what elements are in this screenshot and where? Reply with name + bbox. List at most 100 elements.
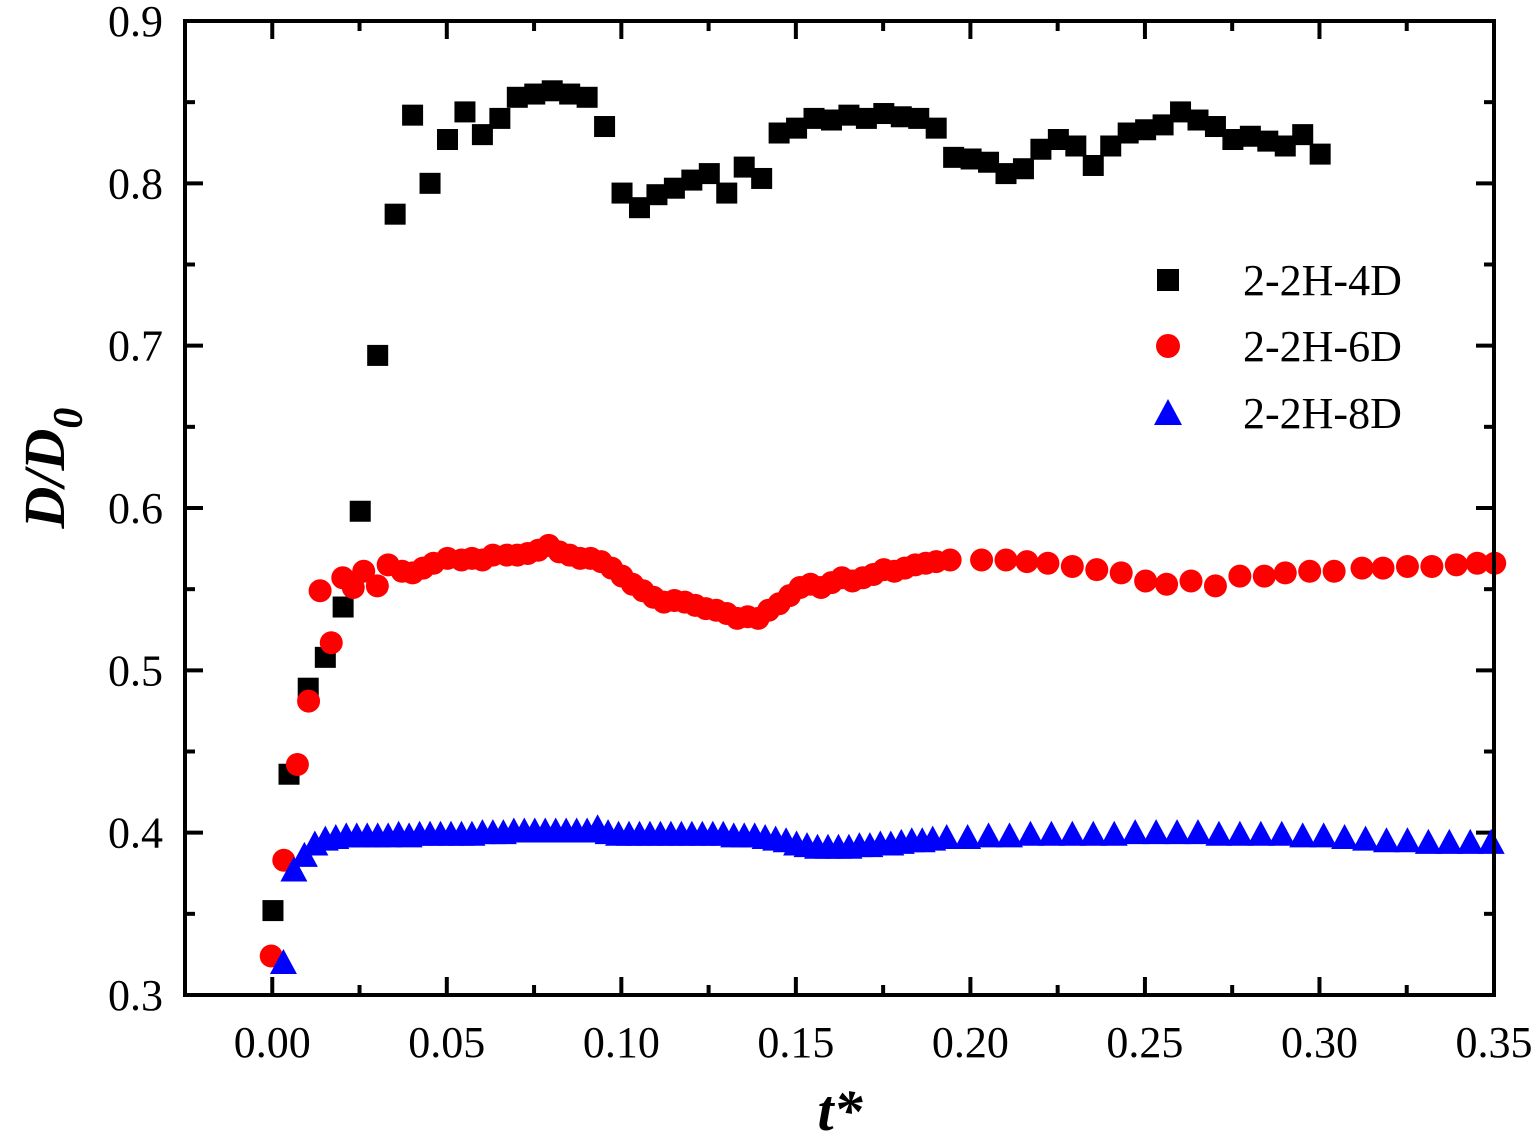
data-point [1203, 574, 1227, 598]
data-point [646, 184, 668, 206]
data-point [1456, 828, 1484, 854]
data-point [349, 500, 371, 522]
data-point [1292, 124, 1314, 146]
data-point [1121, 819, 1149, 845]
data-point [1204, 116, 1226, 138]
data-point [1135, 119, 1157, 141]
data-point [454, 101, 476, 123]
data-point [1222, 129, 1244, 151]
legend-item: 2-2H-6D [1156, 322, 1402, 371]
legend-item: 2-2H-4D [1157, 256, 1402, 305]
data-point [1226, 820, 1254, 846]
data-point [933, 824, 961, 850]
data-point [938, 548, 962, 572]
data-point [1310, 822, 1338, 848]
legend-marker [1157, 269, 1179, 291]
data-point [1109, 561, 1133, 585]
data-point [978, 151, 1000, 173]
data-point [628, 197, 650, 219]
data-point [1268, 820, 1296, 846]
data-point [1239, 125, 1261, 147]
y-tick-label: 0.5 [108, 646, 163, 695]
y-tick-label: 0.6 [108, 484, 163, 533]
data-point [1322, 559, 1346, 583]
data-point [1393, 827, 1421, 853]
data-point [262, 900, 284, 922]
data-point [1372, 827, 1400, 853]
data-point [1228, 564, 1252, 588]
data-point [994, 548, 1018, 572]
data-point [1184, 819, 1212, 845]
data-point [1205, 820, 1233, 846]
data-points [259, 80, 1507, 975]
data-point [352, 559, 376, 583]
y-tick-label: 0.3 [108, 971, 163, 1020]
data-point [873, 103, 895, 125]
data-point [1331, 824, 1359, 850]
data-point [1065, 135, 1087, 157]
data-point [471, 124, 493, 146]
legend-label: 2-2H-4D [1243, 256, 1402, 305]
data-point [975, 822, 1003, 848]
data-point [681, 169, 703, 191]
data-point [1058, 820, 1086, 846]
data-point [698, 163, 720, 185]
data-point [611, 182, 633, 204]
data-point [402, 104, 424, 126]
x-axis-title: t* [817, 1078, 863, 1140]
data-point [768, 122, 790, 144]
data-point [332, 596, 354, 618]
data-point [1060, 554, 1084, 578]
data-point [367, 344, 389, 366]
data-point [855, 107, 877, 129]
data-point [1015, 550, 1039, 574]
data-point [995, 163, 1017, 185]
y-tick-label: 0.4 [108, 809, 163, 858]
data-point [1152, 114, 1174, 136]
data-point [1142, 819, 1170, 845]
data-point [280, 856, 308, 882]
data-point [751, 167, 773, 189]
x-tick-label: 0.05 [408, 1018, 485, 1067]
data-point [786, 117, 808, 139]
data-point [1030, 138, 1052, 160]
x-tick-label: 0.10 [583, 1018, 660, 1067]
data-point [1309, 143, 1331, 165]
y-axis-title: D/D0 [12, 408, 92, 530]
data-point [489, 107, 511, 129]
data-point [594, 116, 616, 138]
data-point [1047, 129, 1069, 151]
legend: 2-2H-4D 2-2H-6D 2-2H-8D [1154, 256, 1402, 438]
data-point [559, 83, 581, 105]
y-tick-label: 0.7 [108, 322, 163, 371]
series-2-2H-8D [269, 814, 1505, 975]
data-point [1444, 553, 1468, 577]
data-point [1085, 558, 1109, 582]
data-point [1435, 828, 1463, 854]
data-point [1082, 154, 1104, 176]
data-point [285, 752, 309, 776]
data-point [820, 109, 842, 131]
data-point [716, 182, 738, 204]
data-point [1257, 130, 1279, 152]
data-point [1117, 122, 1139, 144]
data-point [541, 80, 563, 102]
data-point [297, 689, 321, 713]
data-point [1414, 828, 1442, 854]
data-point [733, 156, 755, 178]
data-point [1187, 109, 1209, 131]
data-point [954, 824, 982, 850]
plot-frame [183, 19, 1496, 997]
data-point [1352, 825, 1380, 851]
x-tick-label: 0.25 [1106, 1018, 1183, 1067]
data-point [970, 548, 994, 572]
x-tick-label: 0.15 [757, 1018, 834, 1067]
legend-label: 2-2H-6D [1243, 322, 1402, 371]
x-tick-label: 0.20 [932, 1018, 1009, 1067]
data-point [1465, 551, 1489, 575]
data-point [663, 177, 685, 199]
svg-text:D/D0: D/D0 [12, 408, 92, 530]
x-tick-label: 0.35 [1456, 1018, 1533, 1067]
data-point [1079, 820, 1107, 846]
